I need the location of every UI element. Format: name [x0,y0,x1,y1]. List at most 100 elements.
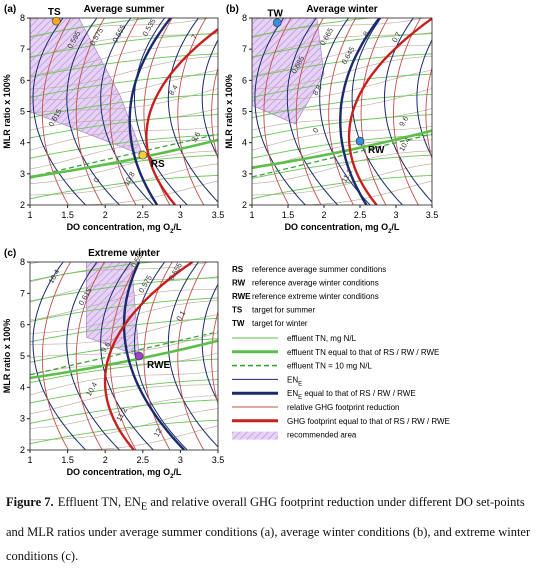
contour-line [252,73,432,98]
y-tick-label: 2 [20,445,25,455]
contour-line [252,154,432,179]
contour-label: 10.4 [46,268,61,285]
contour-line [30,399,218,424]
panel-title: Average winter [306,4,377,15]
contour-label: 0 [311,126,321,134]
y-tick-label: 5 [242,107,247,117]
contour-label: 9.6 [189,130,202,144]
text-part: equal to that of RS / RW / RWE [302,389,416,398]
text-part: EN [287,375,298,384]
x-tick-label: 3 [393,210,398,220]
contour-line [30,134,218,159]
contour-line [252,114,432,139]
y-tick-label: 5 [20,107,25,117]
contour-line [30,32,218,59]
contour-label: 10.4 [84,381,99,398]
x-tick-label: 1 [27,210,32,220]
contour-line [281,180,432,205]
contour-line [30,370,218,396]
contour-line [177,262,207,450]
contour-line [252,53,432,78]
contour-line [254,18,306,205]
label: DO concentration, mg O2/L [67,467,182,480]
point-label: RS [151,159,165,170]
contour-line [177,18,207,205]
contour-line [61,425,218,450]
x-tick-label: 2.5 [137,455,150,465]
y-tick-label: 3 [20,169,25,179]
panel-title: Average summer [84,4,165,15]
contour-line [30,419,218,445]
contour-line [30,379,218,404]
contour-line [339,18,381,205]
contour-label: 9.6 [397,115,410,129]
x-tick-label: 3.5 [212,455,225,465]
contour-line [319,18,371,205]
point-label: RW [368,145,385,156]
legend-key: RWE [232,292,251,301]
contour-line [30,339,218,380]
contour-line [30,395,218,429]
contour-line [167,262,218,448]
contour-line [100,262,154,450]
label: recommended area [287,431,357,440]
legend-key: RW [232,279,246,288]
label: effluent TN = 10 mg N/L [287,362,372,371]
caption-text: and relative overall GHG footprint reduc… [6,495,531,563]
contour-line [252,129,432,169]
subscript: 2 [170,474,174,480]
x-tick-label: 3.5 [426,210,439,220]
y-tick-label: 6 [20,320,25,330]
contour-line [30,331,218,376]
contour-line [30,133,218,178]
contour-line [252,18,374,38]
label: effluent TN equal to that of RS / RW / R… [287,348,439,357]
x-tick-label: 3 [178,455,183,465]
y-tick-label: 6 [242,75,247,85]
contour-line [30,44,218,76]
text-part: EN [287,389,298,398]
subscript: E [298,395,302,401]
contour-label: 7 [189,33,199,41]
point [272,18,282,27]
point [134,351,144,361]
contour-line [30,138,218,179]
point-label: TS [48,7,61,18]
contour-line [75,18,105,205]
y-tick-label: 8 [20,257,25,267]
y-axis-label: MLR ratio x 100% [2,319,12,394]
contour-label: 0 [92,176,102,184]
point [355,136,365,146]
contour-line [103,262,194,450]
contour-line [30,88,218,114]
contour-line [30,18,157,38]
x-tick-label: 1 [27,455,32,465]
contour-line [328,18,357,205]
y-tick-label: 3 [242,169,247,179]
x-tick-label: 1.5 [61,210,74,220]
contour-line [211,310,218,406]
contour-line [128,18,172,205]
contour-line [143,18,173,205]
recommended-area [252,18,325,125]
legend-text: reference average winter conditions [252,279,379,288]
contour-line [32,18,86,205]
text-part: relative GHG footprint reduction [287,403,400,412]
text-part: GHG footprint equal to that of RS / RW /… [287,417,450,426]
contour-line [286,18,339,205]
contour-line [201,39,218,158]
panel-label: (a) [4,4,16,15]
contour-line [252,44,432,76]
legend-key: TS [232,306,243,315]
legend-text: target for summer [252,306,315,315]
x-tick-label: 3.5 [212,210,225,220]
legend-key: RS [232,265,244,274]
contour-line [145,27,218,205]
contour-line [458,18,485,205]
contours [30,262,218,450]
contour-line [30,384,218,415]
